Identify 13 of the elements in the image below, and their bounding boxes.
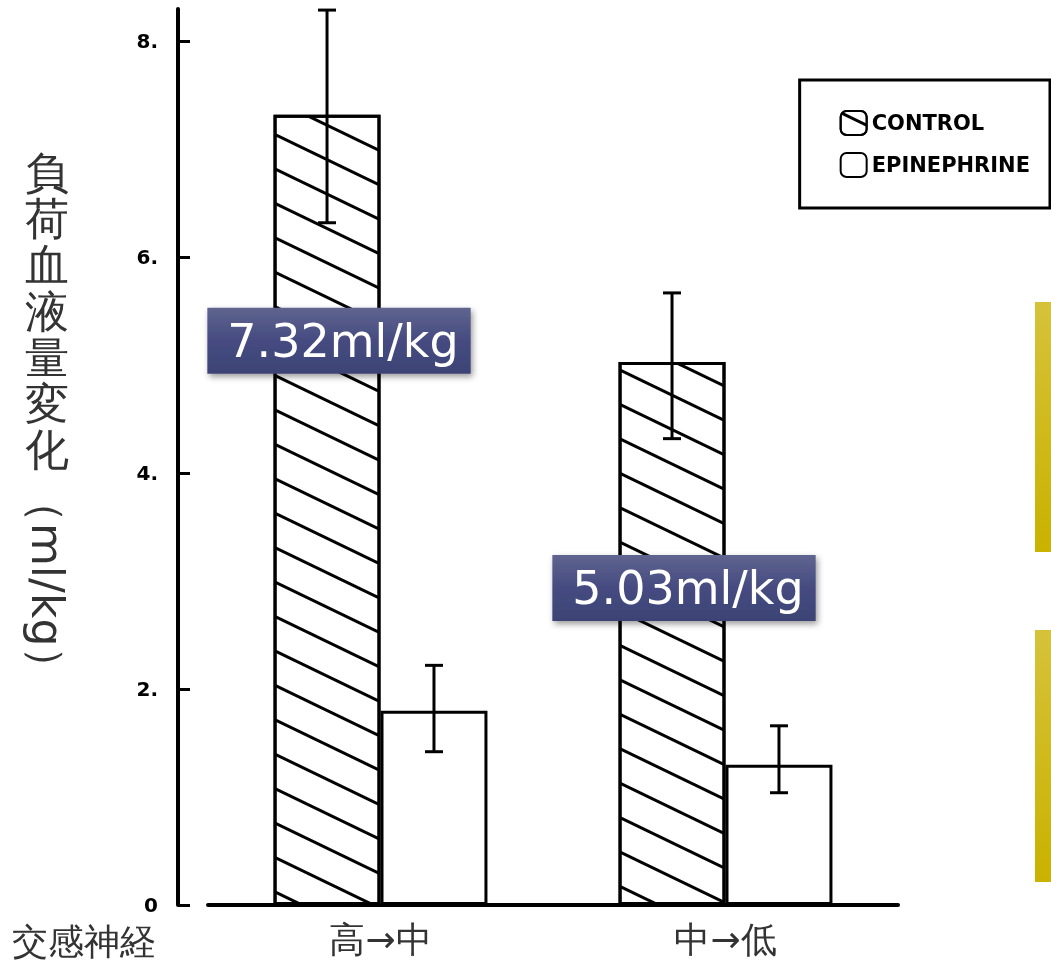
y-tick-label: 0 [144, 893, 158, 917]
y-tick-label: 4. [136, 461, 158, 486]
y-tick-label: 6. [136, 245, 158, 270]
x-axis-title: 交感神経 [12, 920, 156, 964]
legend-label: EPINEPHRINE [871, 153, 1030, 177]
y-tick-label: 2. [136, 677, 158, 702]
x-tick-label: 中→低 [674, 918, 777, 960]
y-axis-title: 負荷血液量変化（ml/kg） [22, 147, 74, 691]
legend-label: CONTROL [871, 111, 985, 135]
x-tick-label: 高→中 [329, 918, 432, 960]
annotation: 5.03ml/kg [572, 561, 804, 615]
y-tick-label: 8. [136, 29, 158, 54]
annotation: 7.32ml/kg [227, 313, 459, 368]
